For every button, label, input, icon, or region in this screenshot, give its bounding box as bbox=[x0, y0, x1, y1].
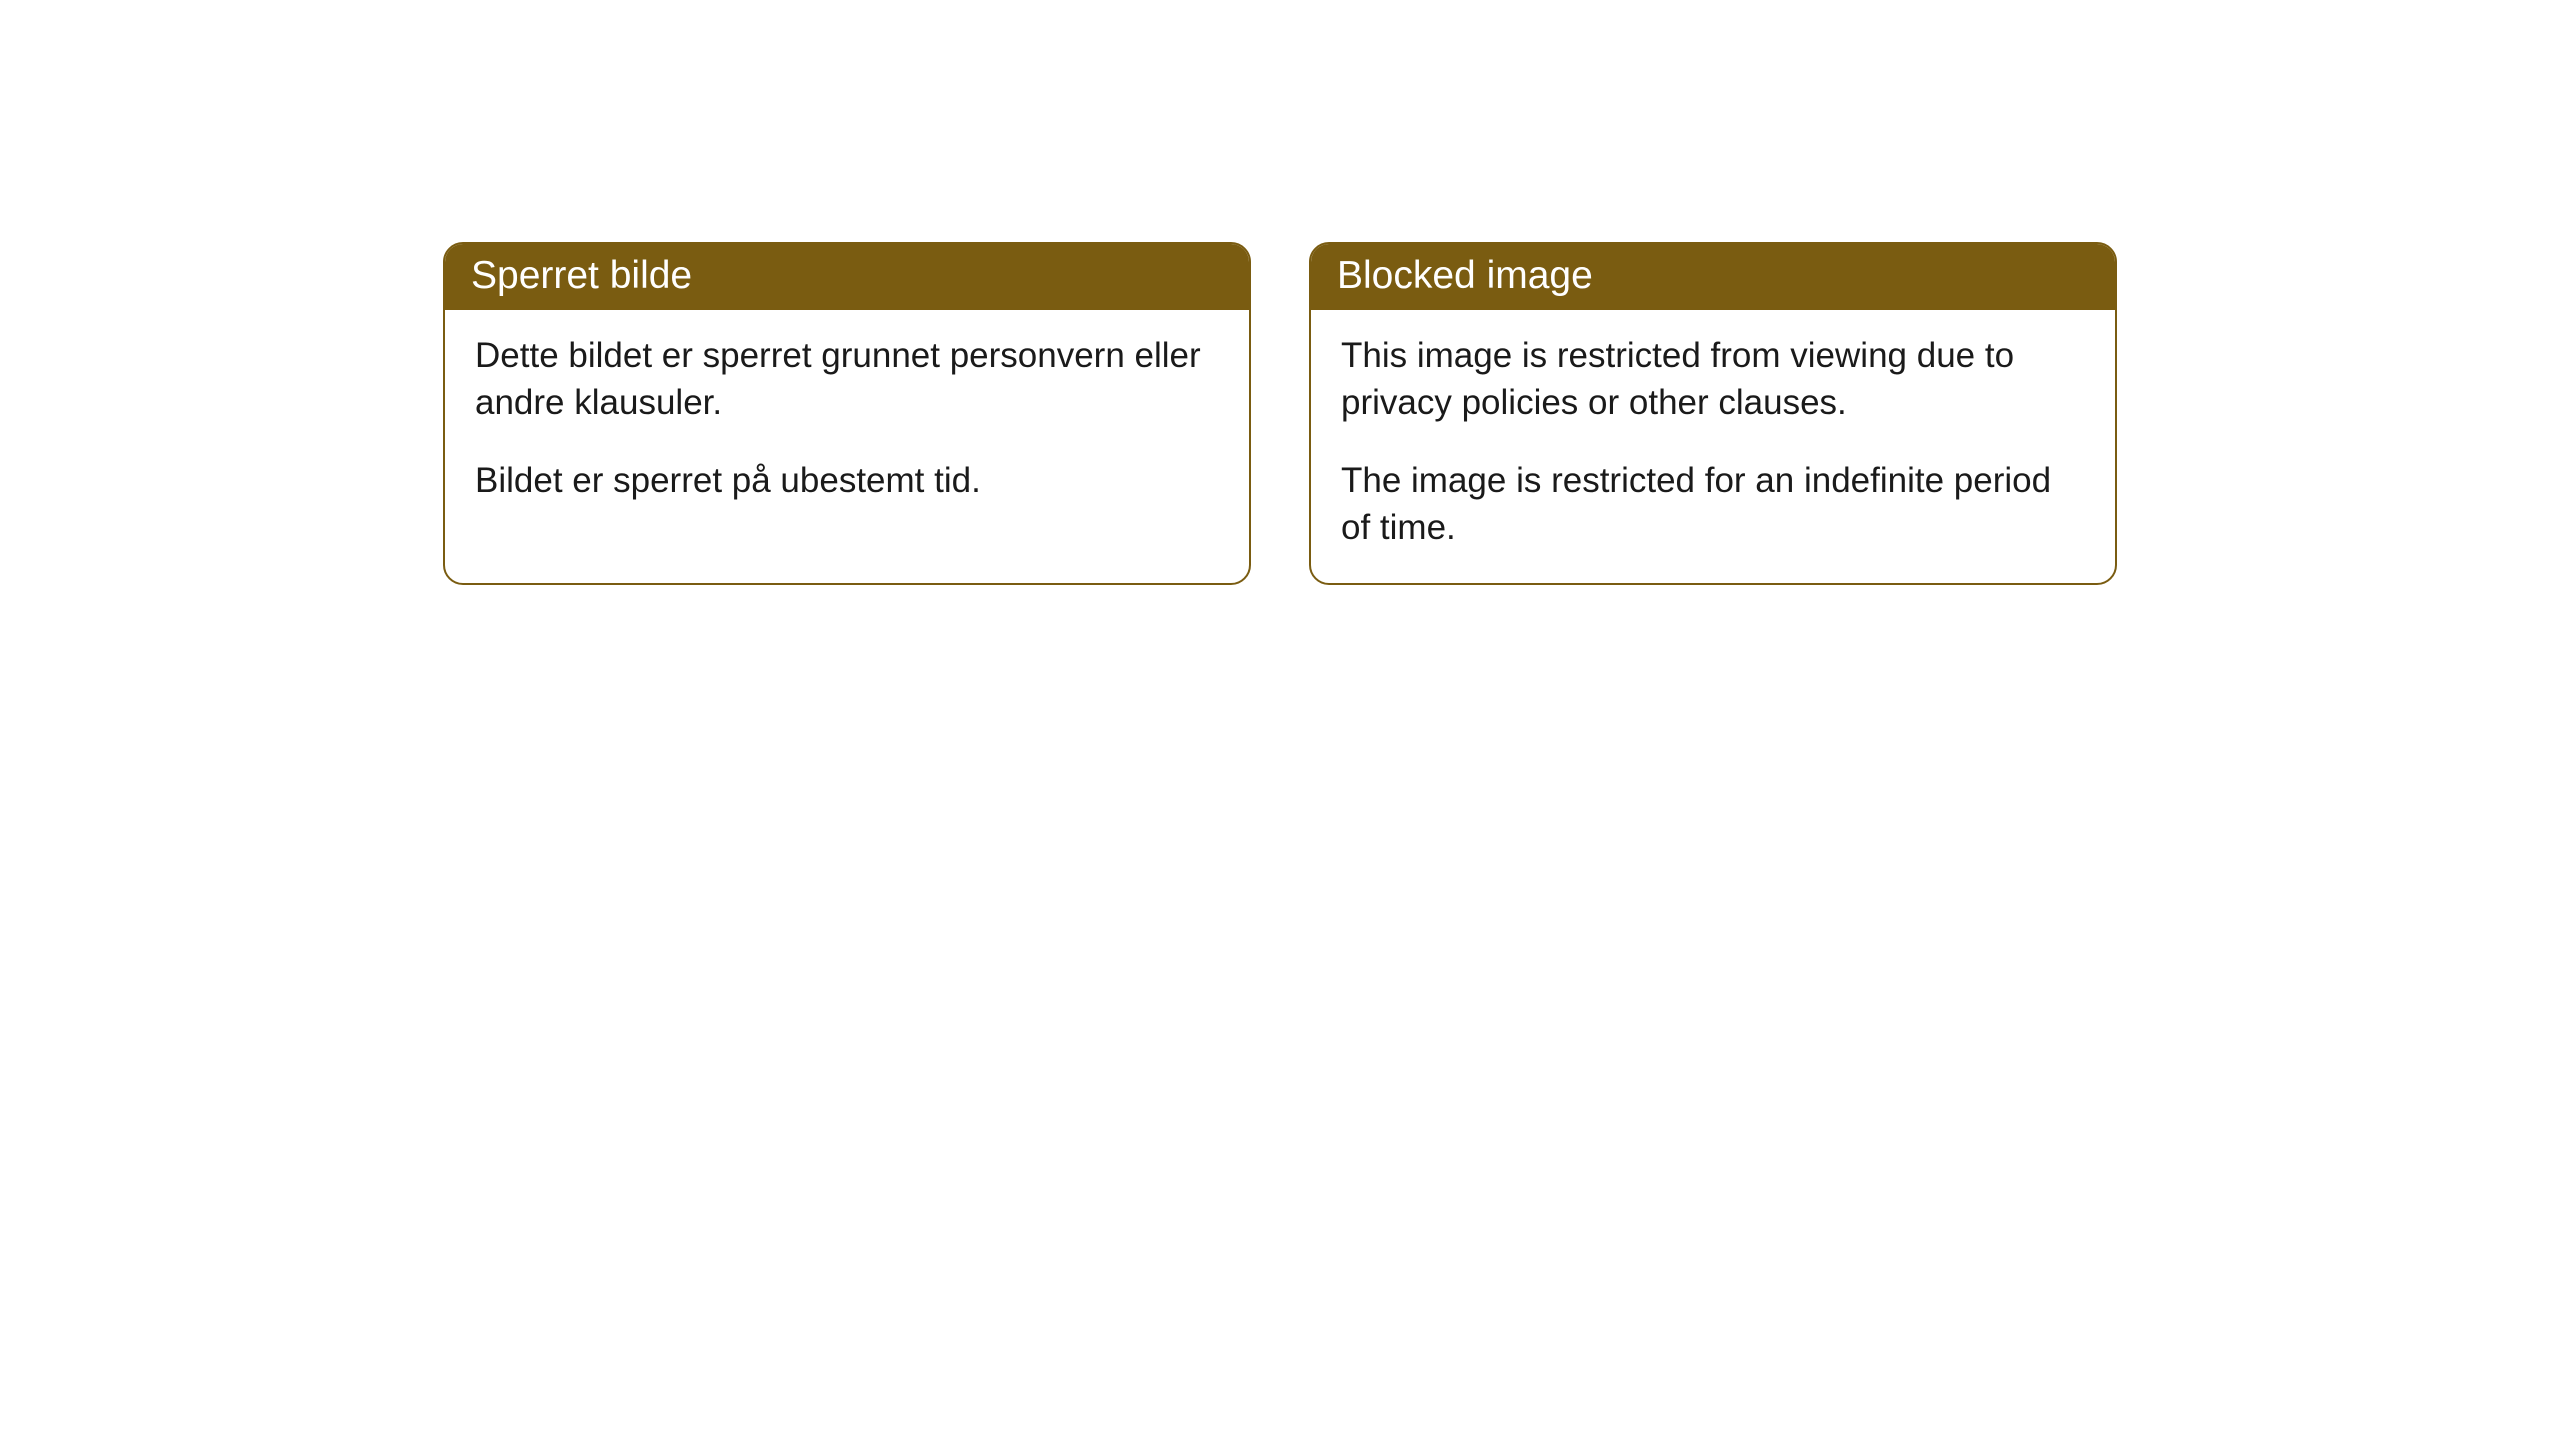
notice-paragraph: The image is restricted for an indefinit… bbox=[1341, 457, 2085, 552]
notice-title-english: Blocked image bbox=[1311, 244, 2115, 310]
notice-paragraph: This image is restricted from viewing du… bbox=[1341, 332, 2085, 427]
notice-card-norwegian: Sperret bilde Dette bildet er sperret gr… bbox=[443, 242, 1251, 585]
notice-paragraph: Dette bildet er sperret grunnet personve… bbox=[475, 332, 1219, 427]
notice-container: Sperret bilde Dette bildet er sperret gr… bbox=[0, 242, 2560, 585]
notice-paragraph: Bildet er sperret på ubestemt tid. bbox=[475, 457, 1219, 504]
notice-body-norwegian: Dette bildet er sperret grunnet personve… bbox=[445, 310, 1249, 536]
notice-card-english: Blocked image This image is restricted f… bbox=[1309, 242, 2117, 585]
notice-title-norwegian: Sperret bilde bbox=[445, 244, 1249, 310]
notice-body-english: This image is restricted from viewing du… bbox=[1311, 310, 2115, 583]
